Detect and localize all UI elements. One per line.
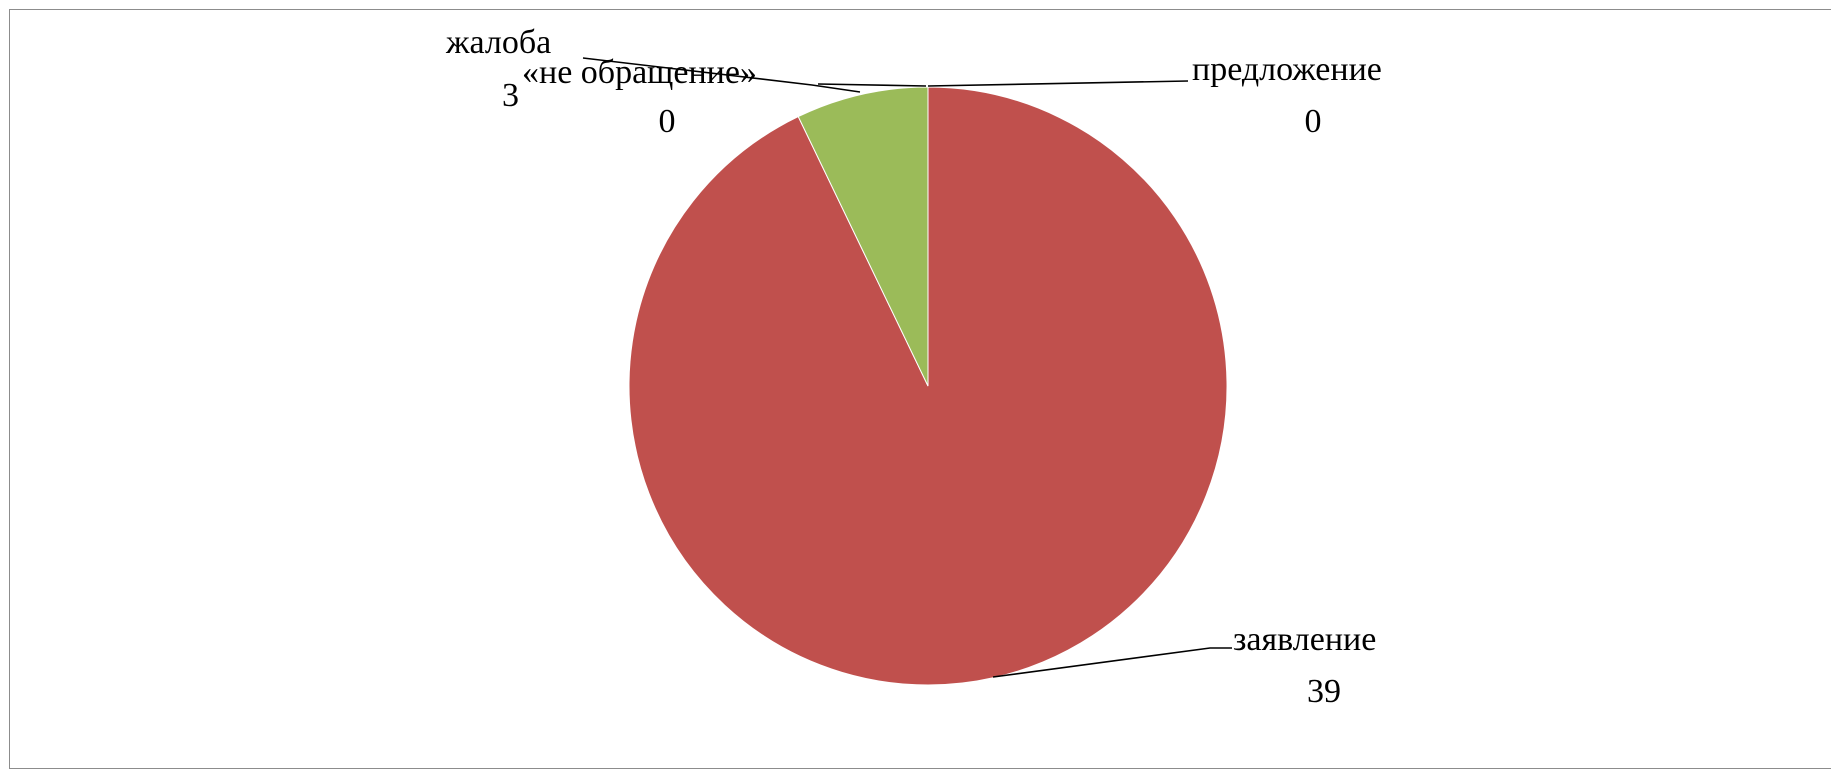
slice-label-name-zayavlenie: заявление (1233, 621, 1376, 658)
leader-lines-layer (582, 57, 1232, 678)
slice-label-value-zhaloba: 3 (502, 77, 519, 114)
leader-line-predlozhenie (927, 80, 1189, 87)
slice-label-value-predlozhenie: 0 (1305, 103, 1322, 140)
labels-layer: предложение 0 заявление 39 жалоба 3 «не … (445, 24, 1382, 710)
leader-line-zhaloba (582, 57, 861, 93)
slice-label-name-ne-obrashchenie: «не обращение» (522, 54, 757, 91)
leader-line-zayavlenie (992, 647, 1232, 678)
slices-layer (628, 86, 1228, 686)
pie-slice-2 (797, 86, 929, 387)
slice-label-value-zayavlenie: 39 (1307, 673, 1341, 710)
slice-label-name-predlozhenie: предложение (1192, 51, 1382, 88)
slice-label-value-ne-obrashchenie: 0 (659, 103, 676, 140)
leader-line-ne-obrashchenie (817, 83, 927, 87)
slice-label-name-zhaloba: жалоба (445, 24, 551, 61)
